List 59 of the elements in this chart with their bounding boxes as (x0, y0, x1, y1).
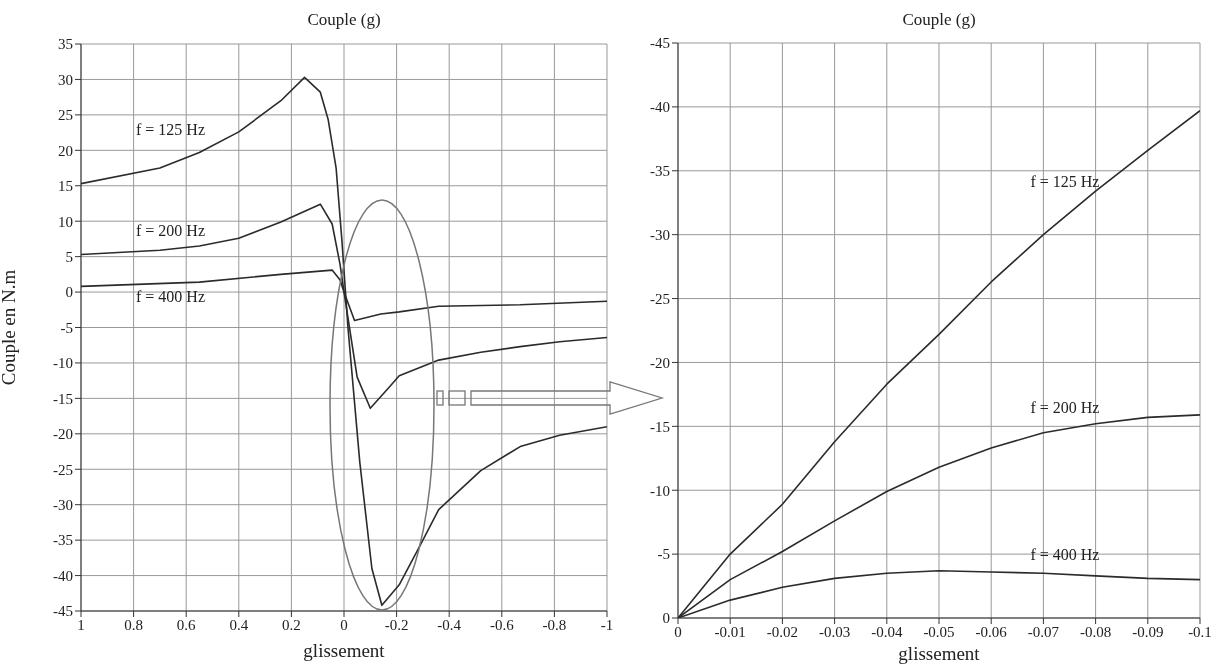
y-tick-label: -5 (60, 319, 73, 336)
y-tick-label: 25 (58, 107, 73, 124)
y-tick-label: -15 (650, 418, 670, 435)
y-tick-label: 15 (58, 178, 73, 195)
x-tick-label: 0.8 (124, 616, 143, 633)
x-tick-label: 0 (340, 616, 348, 633)
y-tick-label: -25 (650, 290, 670, 307)
x-tick-label: 0.4 (229, 616, 249, 633)
y-tick-label: -40 (650, 99, 670, 116)
y-tick-label: 0 (65, 284, 73, 301)
chart-title: Couple (g) (306, 10, 382, 30)
y-tick-label: -35 (53, 532, 73, 549)
x-tick-label: -0.07 (1027, 623, 1060, 640)
x-tick-label: -0.01 (714, 623, 746, 640)
x-tick-label: 1 (77, 616, 85, 633)
y-tick-label: 30 (58, 71, 73, 88)
y-tick-label: -20 (650, 354, 670, 371)
series-label: f = 125 Hz (136, 121, 206, 139)
x-tick-label: -0.1 (1188, 623, 1212, 640)
x-tick-label: -0.08 (1079, 623, 1112, 640)
x-tick-label: 0.6 (176, 616, 197, 633)
y-tick-label: -10 (53, 355, 73, 372)
x-axis-title: glissement (303, 640, 386, 661)
y-tick-label: -45 (650, 35, 670, 52)
x-tick-label: -0.03 (818, 623, 851, 640)
y-tick-label: -30 (650, 226, 670, 243)
y-tick-label: -40 (53, 567, 73, 584)
x-tick-label: 0 (674, 623, 682, 640)
series-label: f = 400 Hz (1030, 545, 1100, 563)
x-tick-label: -0.4 (437, 616, 462, 633)
y-tick-label: 5 (65, 248, 73, 265)
x-tick-label: -0.06 (975, 623, 1008, 640)
y-tick-label: -35 (650, 163, 670, 180)
series-label: f = 400 Hz (136, 288, 206, 306)
x-tick-label: -0.6 (489, 616, 515, 633)
y-tick-label: -15 (53, 390, 73, 407)
y-tick-label: 10 (58, 213, 73, 230)
x-tick-label: -0.05 (923, 623, 955, 640)
chart-title: Couple (g) (901, 10, 977, 30)
x-tick-label: -1 (600, 616, 614, 633)
y-tick-label: -10 (650, 482, 670, 499)
y-tick-label: 20 (58, 142, 73, 159)
y-tick-label: 35 (58, 36, 73, 53)
y-axis-title: Couple en N.m (0, 269, 19, 386)
x-axis-title: glissement (898, 643, 981, 664)
series-label: f = 200 Hz (136, 222, 206, 240)
y-tick-label: -25 (53, 461, 73, 478)
x-tick-label: -0.04 (871, 623, 903, 640)
y-tick-label: -20 (53, 426, 73, 443)
x-tick-label: -0.2 (384, 616, 409, 633)
x-tick-label: -0.09 (1132, 623, 1164, 640)
series-label: f = 125 Hz (1030, 173, 1100, 191)
x-tick-label: 0.2 (282, 616, 301, 633)
x-tick-label: -0.8 (542, 616, 567, 633)
series-label: f = 200 Hz (1030, 399, 1100, 417)
y-tick-label: -45 (53, 603, 73, 620)
y-tick-label: -30 (53, 497, 73, 514)
x-tick-label: -0.02 (766, 623, 799, 640)
y-tick-label: -5 (657, 546, 670, 563)
